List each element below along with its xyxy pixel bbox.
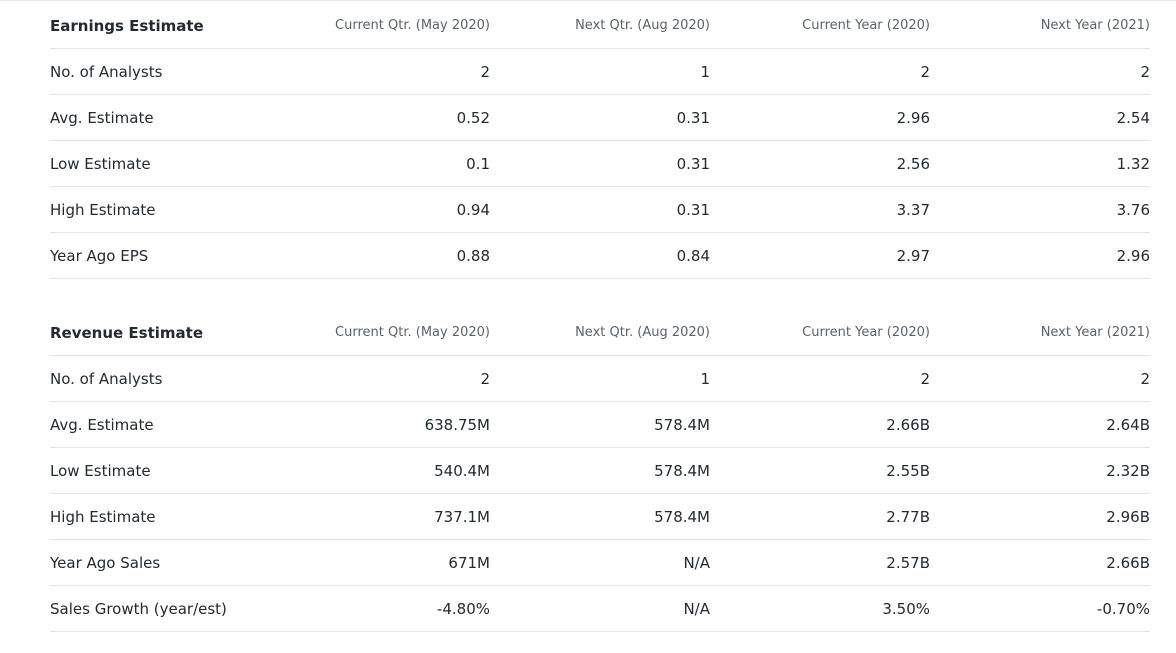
row-label: Avg. Estimate — [50, 94, 330, 141]
earnings-estimate-section: Earnings Estimate Current Qtr. (May 2020… — [50, 3, 1150, 279]
column-header-next-year: Next Year (2021) — [930, 3, 1150, 49]
cell-value: 2.57B — [710, 539, 930, 586]
cell-value: 1 — [490, 48, 710, 95]
cell-value: 2.77B — [710, 493, 930, 540]
column-header-next-year: Next Year (2021) — [930, 310, 1150, 356]
row-label: High Estimate — [50, 493, 330, 540]
cell-value: 2.55B — [710, 447, 930, 494]
cell-value: 2.66B — [930, 539, 1150, 586]
cell-value: 578.4M — [490, 401, 710, 448]
cell-value: 2 — [930, 48, 1150, 95]
earnings-estimate-table: Earnings Estimate Current Qtr. (May 2020… — [50, 3, 1150, 279]
cell-value: 1 — [490, 355, 710, 402]
table-header-row: Earnings Estimate Current Qtr. (May 2020… — [50, 3, 1150, 49]
row-label: No. of Analysts — [50, 355, 330, 402]
column-header-current-year: Current Year (2020) — [710, 310, 930, 356]
table-row: High Estimate 0.94 0.31 3.37 3.76 — [50, 186, 1150, 233]
cell-value: 2.96 — [710, 94, 930, 141]
cell-value: N/A — [490, 585, 710, 632]
row-label: Avg. Estimate — [50, 401, 330, 448]
table-row: Avg. Estimate 0.52 0.31 2.96 2.54 — [50, 94, 1150, 141]
column-header-next-qtr: Next Qtr. (Aug 2020) — [490, 3, 710, 49]
revenue-estimate-section: Revenue Estimate Current Qtr. (May 2020)… — [50, 310, 1150, 632]
table-row: Year Ago Sales 671M N/A 2.57B 2.66B — [50, 539, 1150, 586]
cell-value: 2.66B — [710, 401, 930, 448]
cell-value: 2 — [710, 355, 930, 402]
row-label: Sales Growth (year/est) — [50, 585, 330, 632]
earnings-estimate-title: Earnings Estimate — [50, 3, 330, 49]
row-label: High Estimate — [50, 186, 330, 233]
column-header-next-qtr: Next Qtr. (Aug 2020) — [490, 310, 710, 356]
cell-value: 2.32B — [930, 447, 1150, 494]
table-row: No. of Analysts 2 1 2 2 — [50, 48, 1150, 95]
cell-value: 578.4M — [490, 447, 710, 494]
cell-value: 2 — [930, 355, 1150, 402]
cell-value: 0.88 — [330, 232, 490, 279]
cell-value: 540.4M — [330, 447, 490, 494]
row-label: No. of Analysts — [50, 48, 330, 95]
cell-value: 0.31 — [490, 186, 710, 233]
revenue-estimate-title: Revenue Estimate — [50, 310, 330, 356]
cell-value: 2.96B — [930, 493, 1150, 540]
table-row: High Estimate 737.1M 578.4M 2.77B 2.96B — [50, 493, 1150, 540]
table-row: Year Ago EPS 0.88 0.84 2.97 2.96 — [50, 232, 1150, 279]
row-label: Low Estimate — [50, 447, 330, 494]
cell-value: 3.37 — [710, 186, 930, 233]
cell-value: 0.1 — [330, 140, 490, 187]
row-label: Year Ago Sales — [50, 539, 330, 586]
table-row: Low Estimate 0.1 0.31 2.56 1.32 — [50, 140, 1150, 187]
cell-value: 2 — [330, 355, 490, 402]
column-header-current-qtr: Current Qtr. (May 2020) — [330, 310, 490, 356]
cell-value: 737.1M — [330, 493, 490, 540]
revenue-estimate-table: Revenue Estimate Current Qtr. (May 2020)… — [50, 310, 1150, 632]
cell-value: 2.96 — [930, 232, 1150, 279]
cell-value: 2.97 — [710, 232, 930, 279]
cell-value: 671M — [330, 539, 490, 586]
table-row: No. of Analysts 2 1 2 2 — [50, 355, 1150, 402]
cell-value: 2.54 — [930, 94, 1150, 141]
cell-value: 0.31 — [490, 140, 710, 187]
cell-value: 0.31 — [490, 94, 710, 141]
cell-value: -4.80% — [330, 585, 490, 632]
table-row: Avg. Estimate 638.75M 578.4M 2.66B 2.64B — [50, 401, 1150, 448]
cell-value: 0.94 — [330, 186, 490, 233]
cell-value: 578.4M — [490, 493, 710, 540]
column-header-current-qtr: Current Qtr. (May 2020) — [330, 3, 490, 49]
table-header-row: Revenue Estimate Current Qtr. (May 2020)… — [50, 310, 1150, 356]
top-divider — [0, 0, 1176, 1]
cell-value: N/A — [490, 539, 710, 586]
row-label: Year Ago EPS — [50, 232, 330, 279]
cell-value: 638.75M — [330, 401, 490, 448]
cell-value: 2 — [710, 48, 930, 95]
cell-value: 2.56 — [710, 140, 930, 187]
column-header-current-year: Current Year (2020) — [710, 3, 930, 49]
cell-value: 2.64B — [930, 401, 1150, 448]
cell-value: 1.32 — [930, 140, 1150, 187]
row-label: Low Estimate — [50, 140, 330, 187]
cell-value: 0.52 — [330, 94, 490, 141]
cell-value: 2 — [330, 48, 490, 95]
cell-value: -0.70% — [930, 585, 1150, 632]
cell-value: 3.76 — [930, 186, 1150, 233]
cell-value: 0.84 — [490, 232, 710, 279]
table-row: Sales Growth (year/est) -4.80% N/A 3.50%… — [50, 585, 1150, 632]
cell-value: 3.50% — [710, 585, 930, 632]
table-row: Low Estimate 540.4M 578.4M 2.55B 2.32B — [50, 447, 1150, 494]
